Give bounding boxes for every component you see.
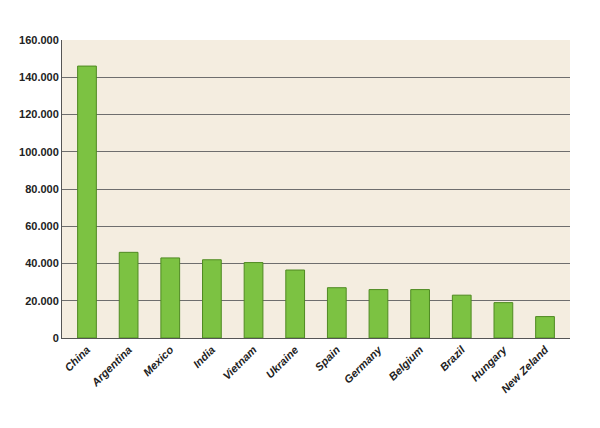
- svg-text:Ukraine: Ukraine: [263, 344, 300, 381]
- svg-text:80.000: 80.000: [25, 183, 59, 195]
- svg-text:20.000: 20.000: [25, 295, 59, 307]
- svg-text:China: China: [62, 344, 92, 374]
- svg-text:India: India: [191, 344, 218, 371]
- svg-text:120.000: 120.000: [19, 108, 59, 120]
- svg-text:60.000: 60.000: [25, 220, 59, 232]
- svg-text:100.000: 100.000: [19, 146, 59, 158]
- svg-text:Brazil: Brazil: [437, 343, 467, 373]
- svg-text:Germany: Germany: [342, 343, 385, 386]
- svg-text:Hungary: Hungary: [469, 343, 510, 384]
- svg-text:Spain: Spain: [312, 343, 342, 373]
- svg-text:New Zeland: New Zeland: [499, 343, 551, 395]
- svg-text:160.000: 160.000: [19, 34, 59, 46]
- svg-text:0: 0: [53, 332, 59, 344]
- svg-text:40.000: 40.000: [25, 257, 59, 269]
- svg-text:Belgium: Belgium: [386, 343, 425, 382]
- svg-text:Argentina: Argentina: [88, 344, 133, 389]
- svg-text:140.000: 140.000: [19, 71, 59, 83]
- svg-text:Vietnam: Vietnam: [220, 343, 259, 382]
- svg-text:Mexico: Mexico: [141, 343, 176, 378]
